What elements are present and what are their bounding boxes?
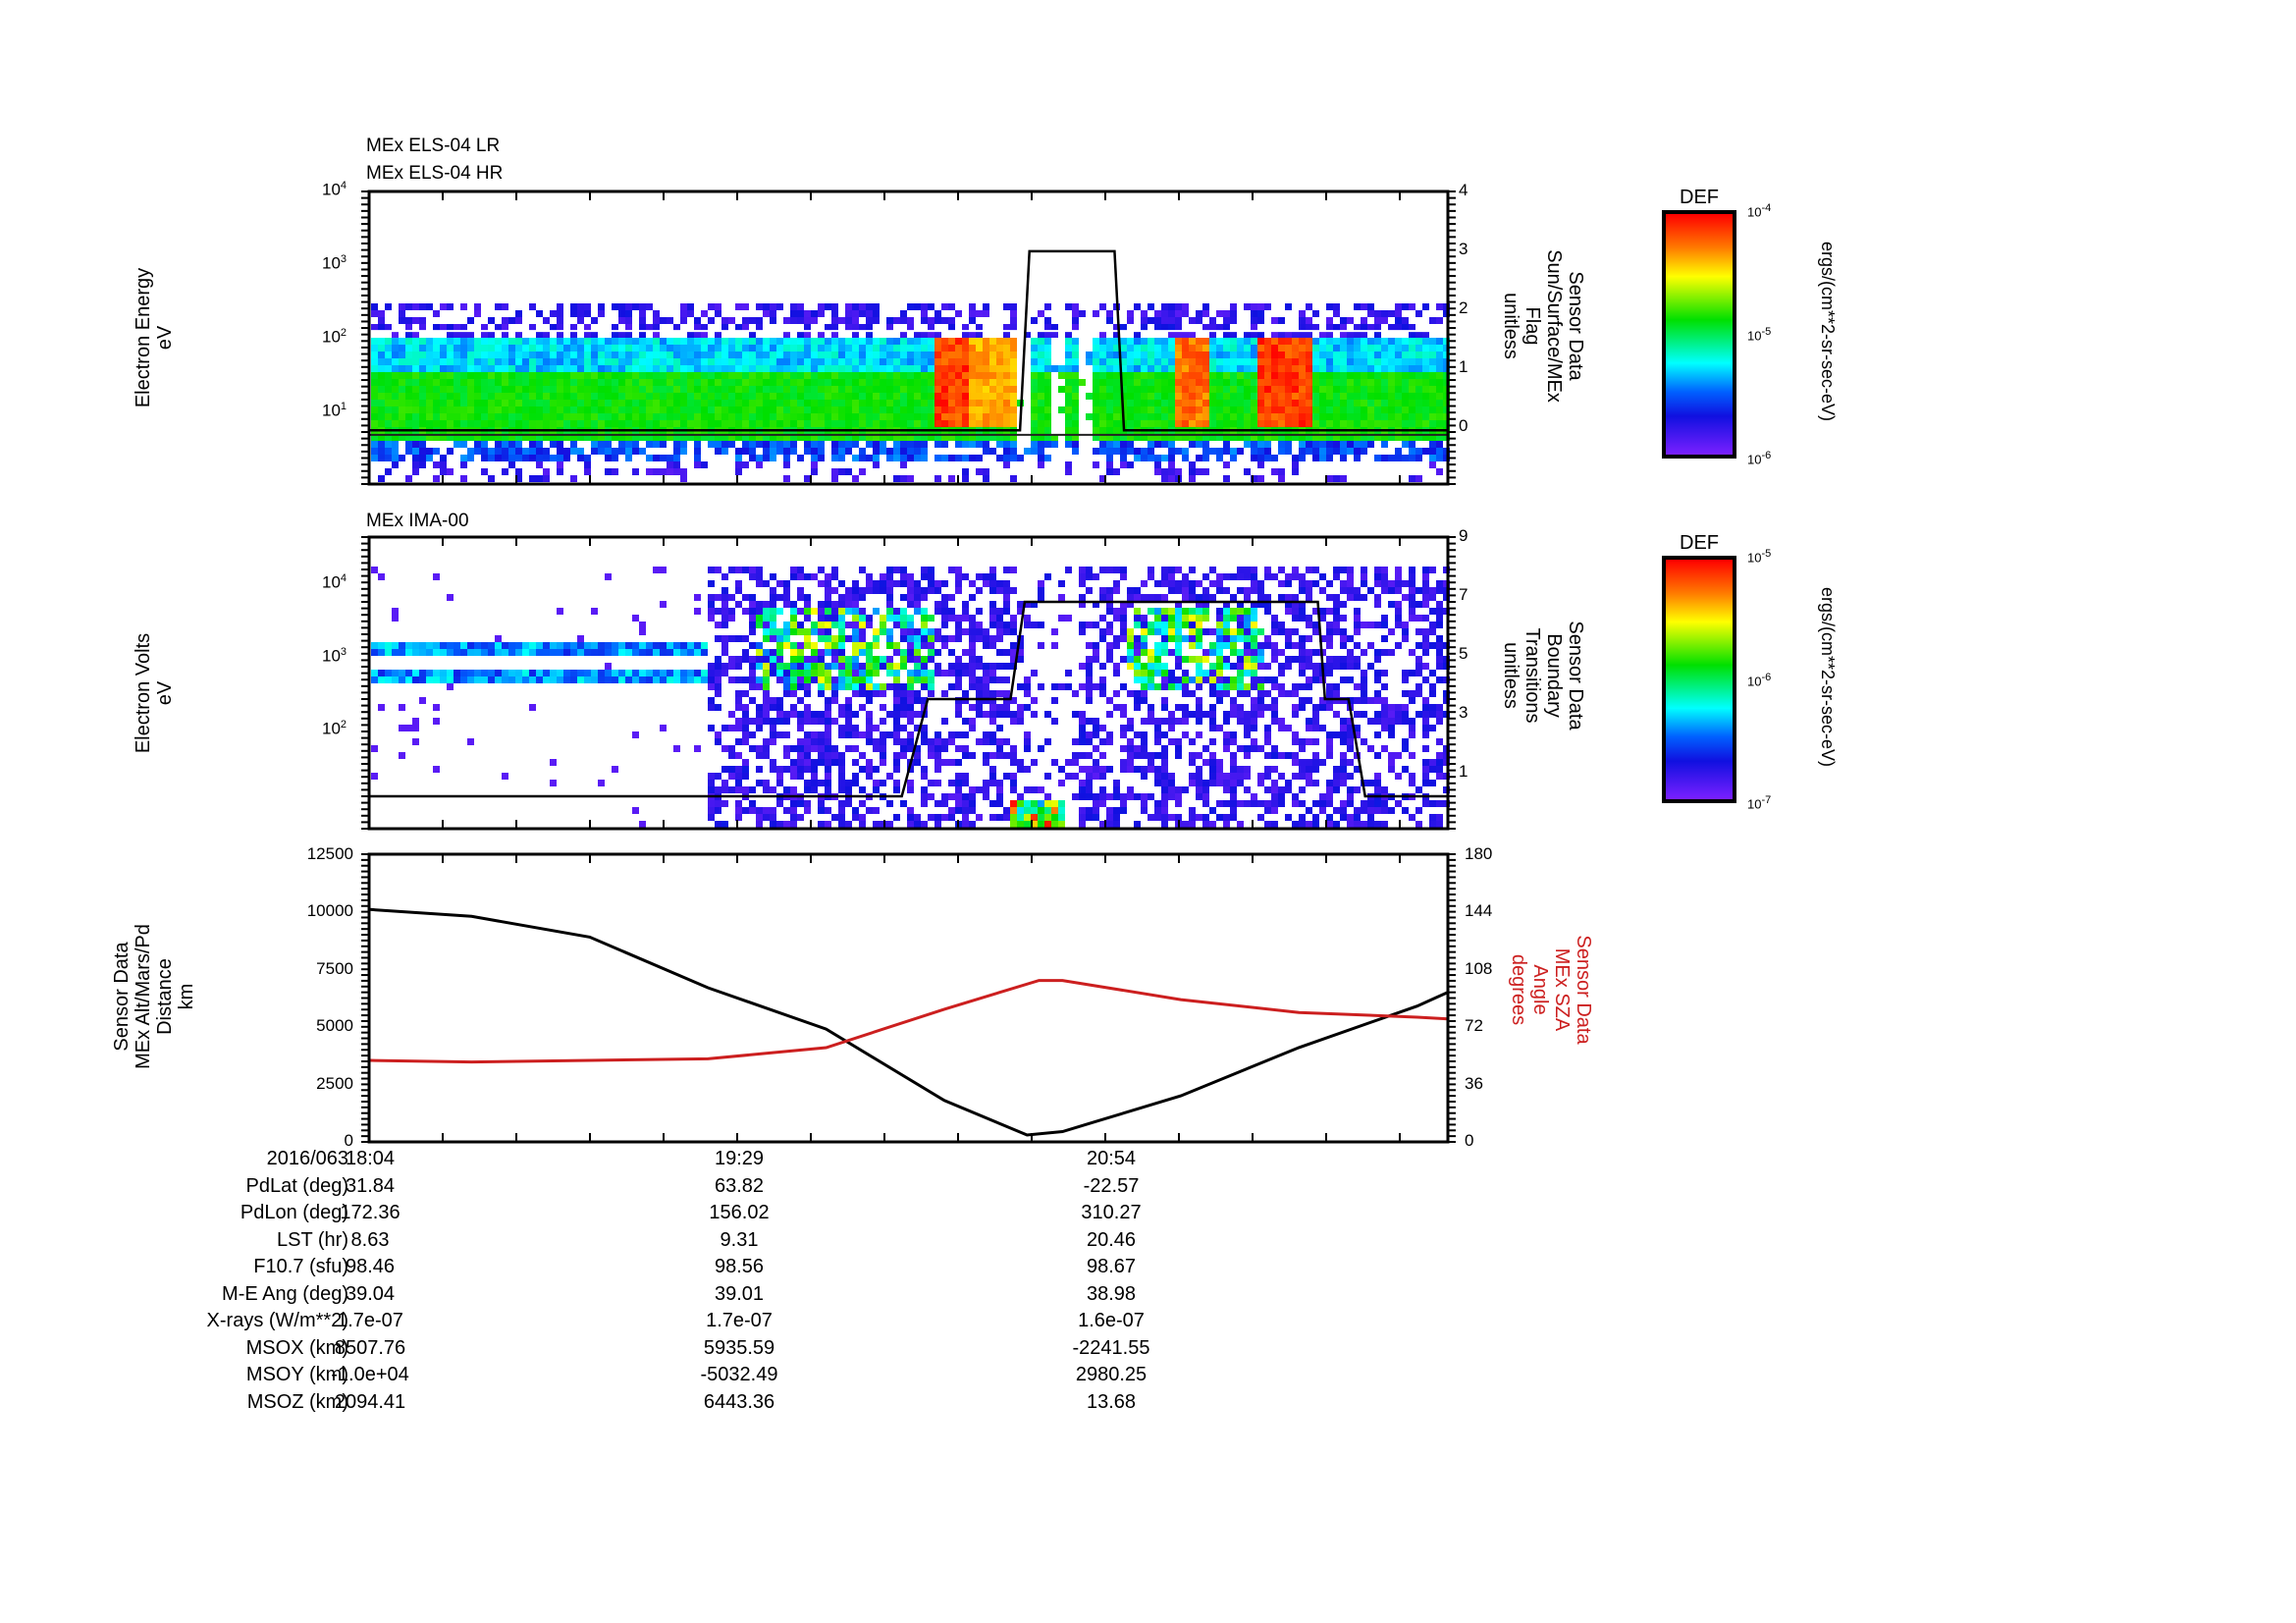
- ephemeris-label: PdLat (deg): [245, 1174, 348, 1197]
- ima-rtick-1: 1: [1459, 762, 1468, 781]
- ephemeris-value: 98.67: [1086, 1256, 1137, 1277]
- ephemeris-label: MSOX (km): [245, 1336, 348, 1359]
- els-ytick-1e2: 102: [322, 327, 347, 347]
- ephemeris-label: MSOY (km): [245, 1364, 348, 1385]
- orbit-ytick-0: 0: [344, 1131, 353, 1150]
- ephemeris-value: 38.98: [1086, 1282, 1137, 1305]
- ephemeris-label: M-E Ang (deg): [222, 1282, 348, 1305]
- ephemeris-value: 63.82: [714, 1174, 765, 1197]
- orbit-ytick-12500: 12500: [306, 844, 353, 863]
- orbit-rtick-0: 0: [1465, 1131, 1474, 1150]
- ima-ytick-1e3: 103: [322, 646, 347, 666]
- ephemeris-value: 8507.76: [334, 1336, 406, 1359]
- orbit-rtick-144: 144: [1465, 901, 1493, 920]
- ephemeris-value: 98.56: [714, 1256, 765, 1277]
- ephemeris-label: 2016/063: [266, 1148, 348, 1169]
- orbit-rtick-72: 72: [1465, 1016, 1483, 1035]
- ima-ytick-1e2: 102: [322, 719, 347, 738]
- ima-cbar-top: 10-5: [1747, 548, 1772, 566]
- time-tick-label: 18:04: [345, 1148, 396, 1169]
- els-ytick-1e3: 103: [322, 253, 347, 273]
- ima-title: MEx IMA-00: [366, 511, 469, 531]
- els-title-lr: MEx ELS-04 LR: [366, 135, 501, 156]
- els-rtick-4: 4: [1459, 181, 1468, 199]
- flag-line: [369, 249, 1448, 432]
- els-rtick-3: 3: [1459, 240, 1468, 258]
- ephemeris-value: 172.36: [340, 1202, 400, 1223]
- els-spectrogram: [369, 303, 1450, 482]
- els-title-hr: MEx ELS-04 HR: [366, 163, 504, 184]
- orbit-ytick-2500: 2500: [316, 1074, 353, 1093]
- ephemeris-value: 8.63: [350, 1228, 390, 1251]
- orbit-ytick-7500: 7500: [316, 959, 353, 978]
- els-ytick-1e1: 101: [322, 401, 347, 420]
- ephemeris-value: 1.6e-07: [1078, 1310, 1145, 1331]
- orbit-ytick-10000: 10000: [306, 901, 353, 920]
- ephemeris-label: MSOZ (km): [246, 1390, 348, 1413]
- ephemeris-col-1: 18:04 31.84 172.36 8.63 98.46 39.04 1.7e-07 850…: [316, 1146, 424, 1416]
- time-tick-label: 19:29: [714, 1148, 765, 1169]
- ephemeris-labels: 2016/063 PdLat (deg) PdLon (deg) LST (hr) F1…: [147, 1146, 348, 1416]
- ima-cbar-bottom: 10-7: [1747, 794, 1772, 812]
- ephemeris-value: -2241.55: [1072, 1336, 1150, 1359]
- ephemeris-value: 156.02: [709, 1202, 770, 1223]
- ephemeris-value: 39.04: [345, 1282, 396, 1305]
- ephemeris-col-2: 19:29 63.82 156.02 9.31 98.56 39.01 1.7e-07 593…: [685, 1146, 793, 1416]
- ephemeris-value: 13.68: [1086, 1390, 1137, 1413]
- ephemeris-value: 5935.59: [703, 1336, 775, 1359]
- ima-cbar-mid: 10-6: [1747, 672, 1772, 689]
- ephemeris-value: 31.84: [345, 1174, 396, 1197]
- ephemeris-value: 1.7e-07: [706, 1310, 773, 1331]
- ephemeris-value: 20.46: [1086, 1228, 1137, 1251]
- orbit-rtick-108: 108: [1465, 959, 1493, 978]
- els-rtick-1: 1: [1459, 357, 1468, 376]
- ima-spectrogram: [371, 567, 1450, 828]
- els-colorbar: [1662, 210, 1736, 459]
- ima-ytick-1e4: 104: [322, 572, 347, 592]
- ephemeris-value: -5032.49: [700, 1364, 778, 1385]
- ephemeris-value: 39.01: [714, 1282, 765, 1305]
- ima-rtick-7: 7: [1459, 585, 1468, 604]
- els-cbar-mid: 10-5: [1747, 326, 1772, 344]
- ephemeris-value: 6443.36: [703, 1390, 775, 1413]
- els-rtick-0: 0: [1459, 416, 1468, 435]
- ephemeris-value: 9.31: [720, 1228, 759, 1251]
- els-rtick-2: 2: [1459, 298, 1468, 317]
- ima-rtick-5: 5: [1459, 644, 1468, 663]
- ephemeris-value: 1.7e-07: [337, 1310, 403, 1331]
- ephemeris-value: 2980.25: [1075, 1364, 1148, 1385]
- ephemeris-label: X-rays (W/m**2): [206, 1310, 348, 1331]
- axes-frames: [361, 189, 1456, 1144]
- orbit-rtick-36: 36: [1465, 1074, 1483, 1093]
- ima-colorbar-title: DEF: [1680, 532, 1719, 554]
- orbit-rtick-180: 180: [1465, 844, 1493, 863]
- time-tick-label: 20:54: [1086, 1148, 1137, 1169]
- ima-rtick-3: 3: [1459, 703, 1468, 722]
- ephemeris-value: -1.0e+04: [331, 1364, 409, 1385]
- ephemeris-label: PdLon (deg): [240, 1202, 348, 1223]
- els-colorbar-title: DEF: [1680, 187, 1719, 208]
- ephemeris-value: 98.46: [345, 1256, 396, 1277]
- ima-rtick-9: 9: [1459, 526, 1468, 545]
- ima-colorbar: [1662, 556, 1736, 803]
- orbit-ytick-5000: 5000: [316, 1016, 353, 1035]
- ephemeris-label: F10.7 (sfu): [253, 1256, 348, 1277]
- els-cbar-top: 10-4: [1747, 202, 1772, 220]
- els-cbar-bottom: 10-6: [1747, 450, 1772, 467]
- ephemeris-value: 310.27: [1081, 1202, 1142, 1223]
- overlay-lines: [369, 249, 1449, 1137]
- ephemeris-label: LST (hr): [277, 1228, 348, 1251]
- ephemeris-value: -22.57: [1083, 1174, 1140, 1197]
- els-ytick-1e4: 104: [322, 180, 347, 199]
- ephemeris-value: 2094.41: [334, 1390, 406, 1413]
- ephemeris-col-3: 20:54 -22.57 310.27 20.46 98.67 38.98 1.6e-07 -…: [1057, 1146, 1165, 1416]
